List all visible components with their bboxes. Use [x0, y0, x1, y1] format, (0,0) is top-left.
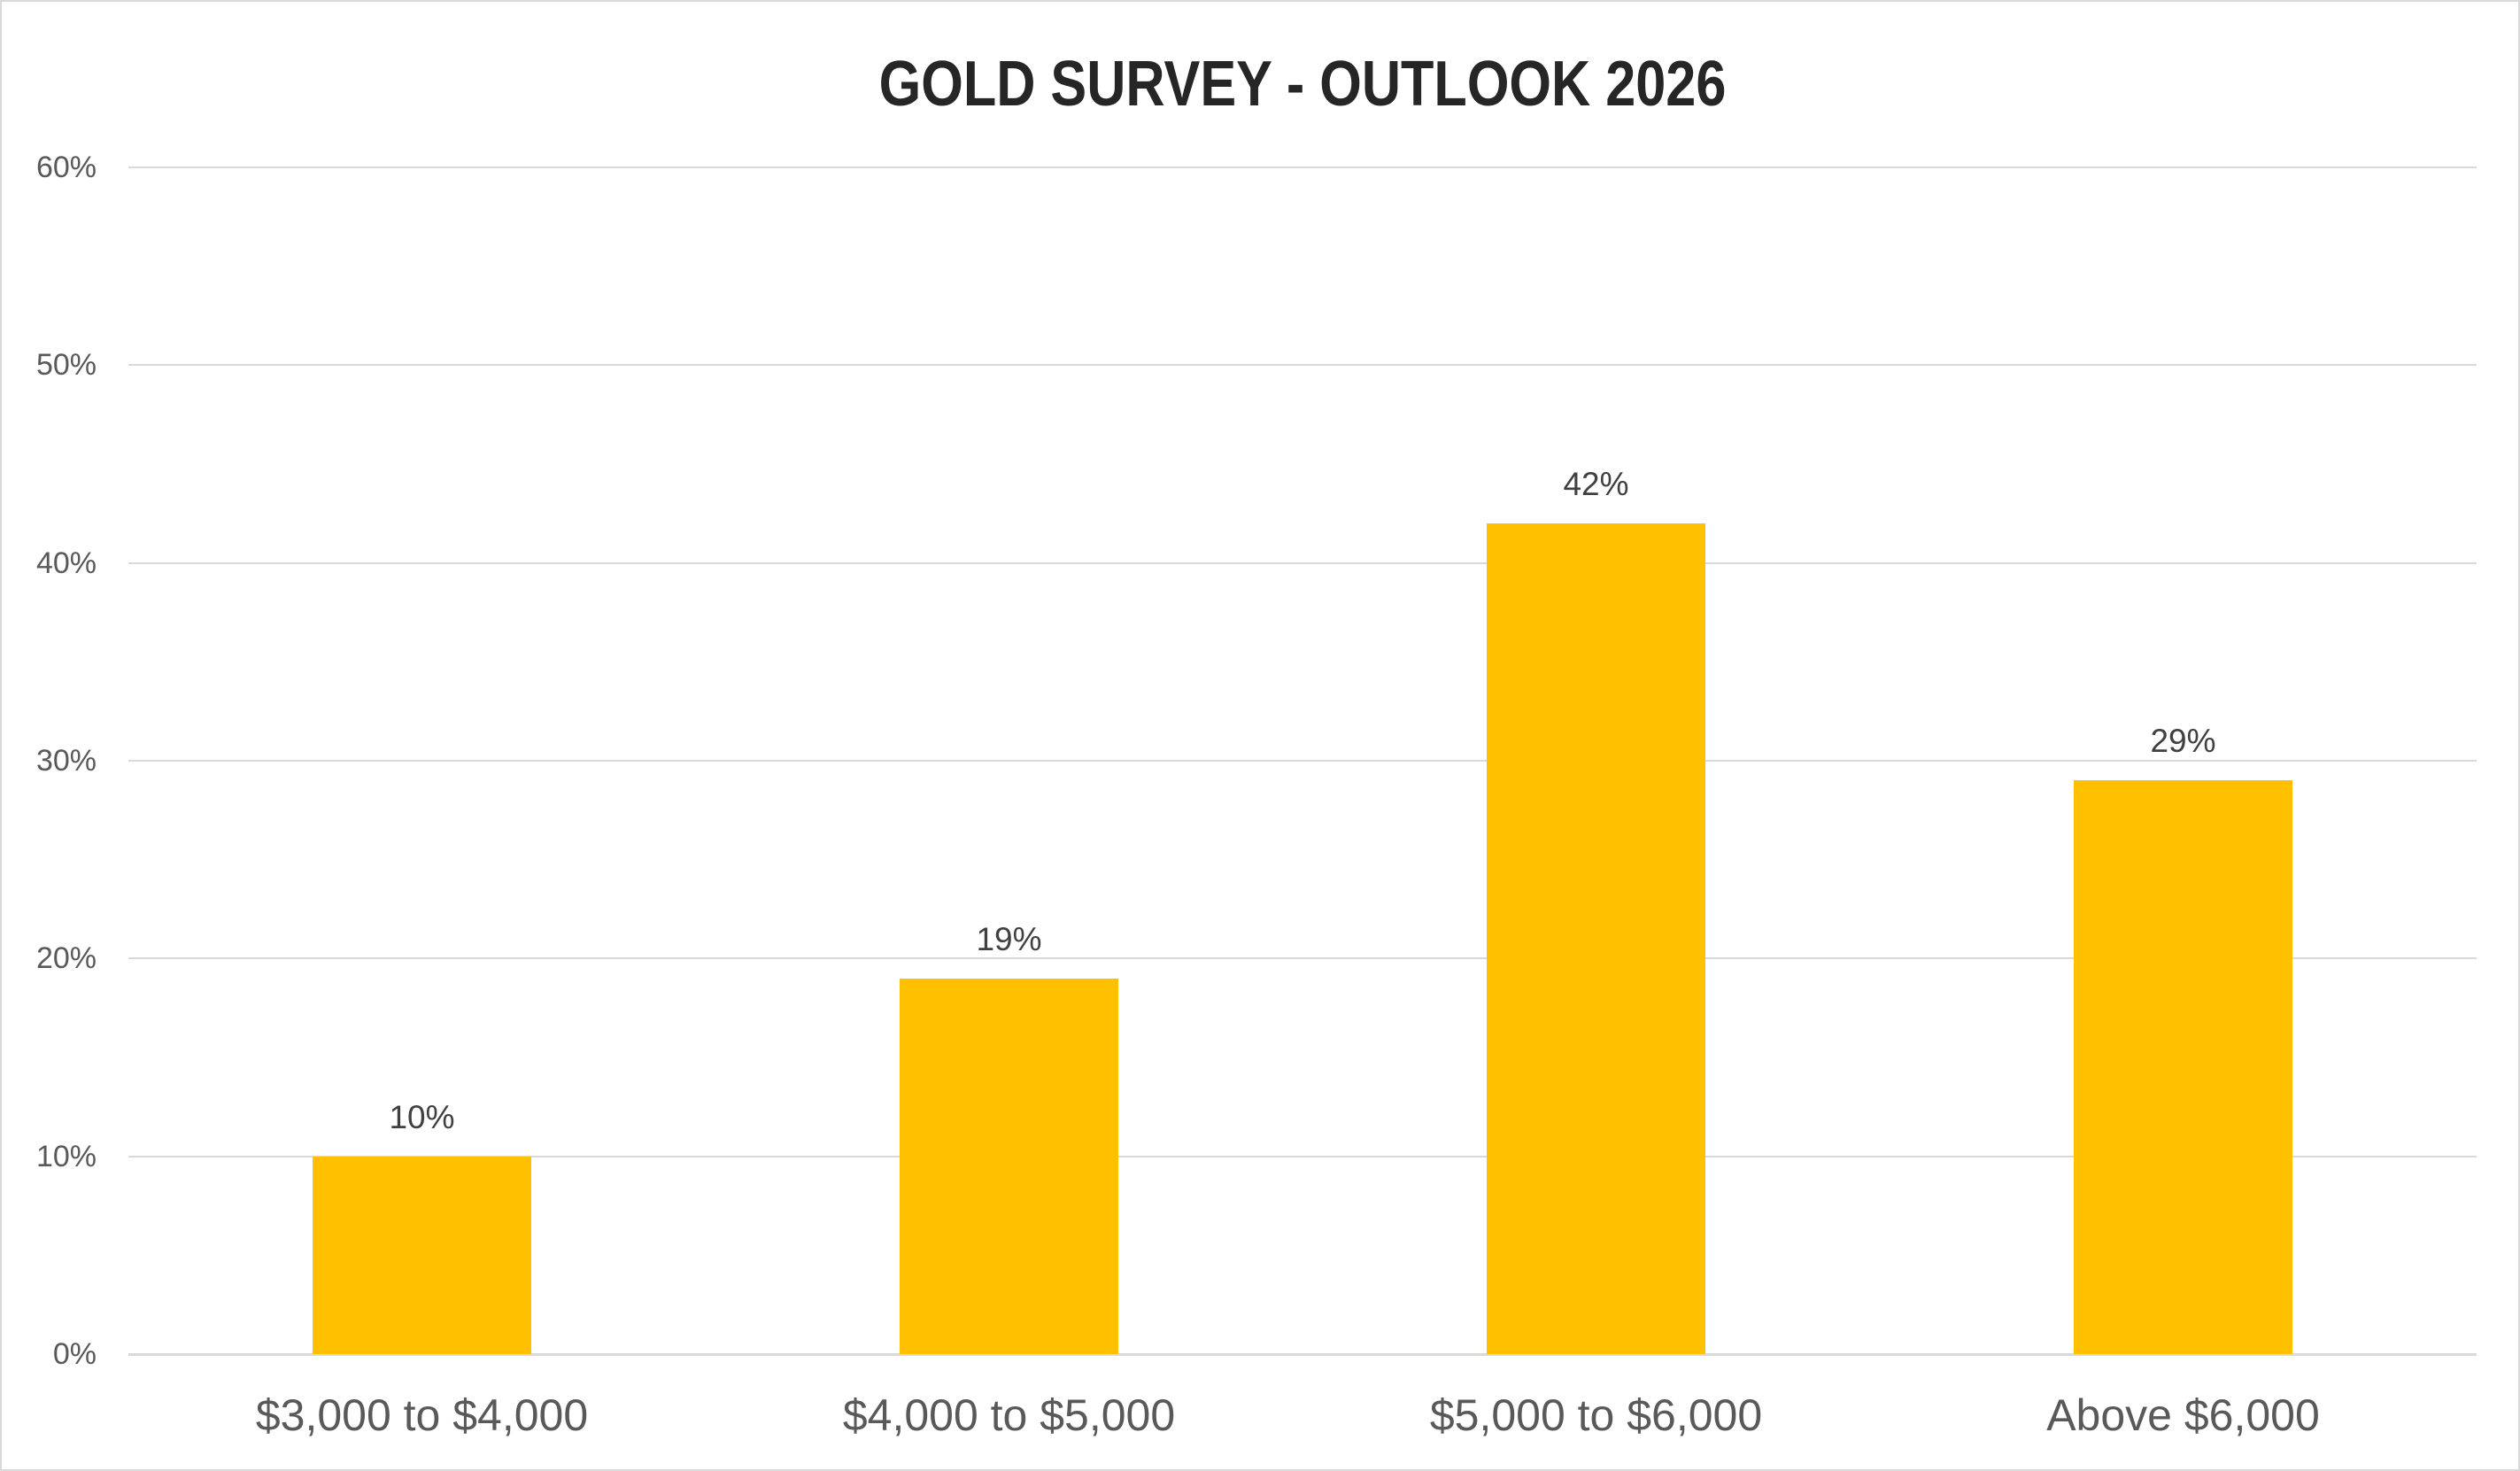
- bar-$4,000 to $5,000: [900, 978, 1118, 1354]
- x-axis-category-label: $5,000 to $6,000: [1429, 1390, 1763, 1440]
- gridline-40%: [128, 561, 2477, 564]
- bar-$5,000 to $6,000: [1487, 523, 1705, 1354]
- data-label: 42%: [1563, 466, 1629, 502]
- y-axis-tick-label: 30%: [35, 744, 97, 778]
- x-axis-line: [128, 1353, 2477, 1356]
- gridline-60%: [128, 166, 2477, 168]
- data-label: 10%: [389, 1098, 455, 1135]
- y-axis-tick-label: 60%: [35, 151, 97, 184]
- gridline-10%: [128, 1155, 2477, 1157]
- bar-Above $6,000: [2074, 780, 2292, 1354]
- y-axis-tick-label: 0%: [52, 1337, 97, 1371]
- gridline-20%: [128, 957, 2477, 960]
- x-axis-category-label: Above $6,000: [2046, 1390, 2320, 1440]
- y-axis-tick-label: 20%: [35, 941, 97, 976]
- x-axis-category-label: $4,000 to $5,000: [842, 1390, 1176, 1440]
- x-axis-category-label: $3,000 to $4,000: [255, 1390, 589, 1440]
- y-axis-tick-label: 50%: [35, 348, 97, 383]
- y-axis-tick-label: 40%: [35, 546, 97, 580]
- chart-title: GOLD SURVEY - OUTLOOK 2026: [878, 49, 1727, 120]
- gridline-30%: [128, 760, 2477, 762]
- bar-$3,000 to $4,000: [313, 1156, 531, 1354]
- gridline-50%: [128, 364, 2477, 367]
- data-label: 19%: [976, 920, 1042, 957]
- data-label: 29%: [2150, 723, 2216, 760]
- y-axis-tick-label: 10%: [35, 1139, 97, 1173]
